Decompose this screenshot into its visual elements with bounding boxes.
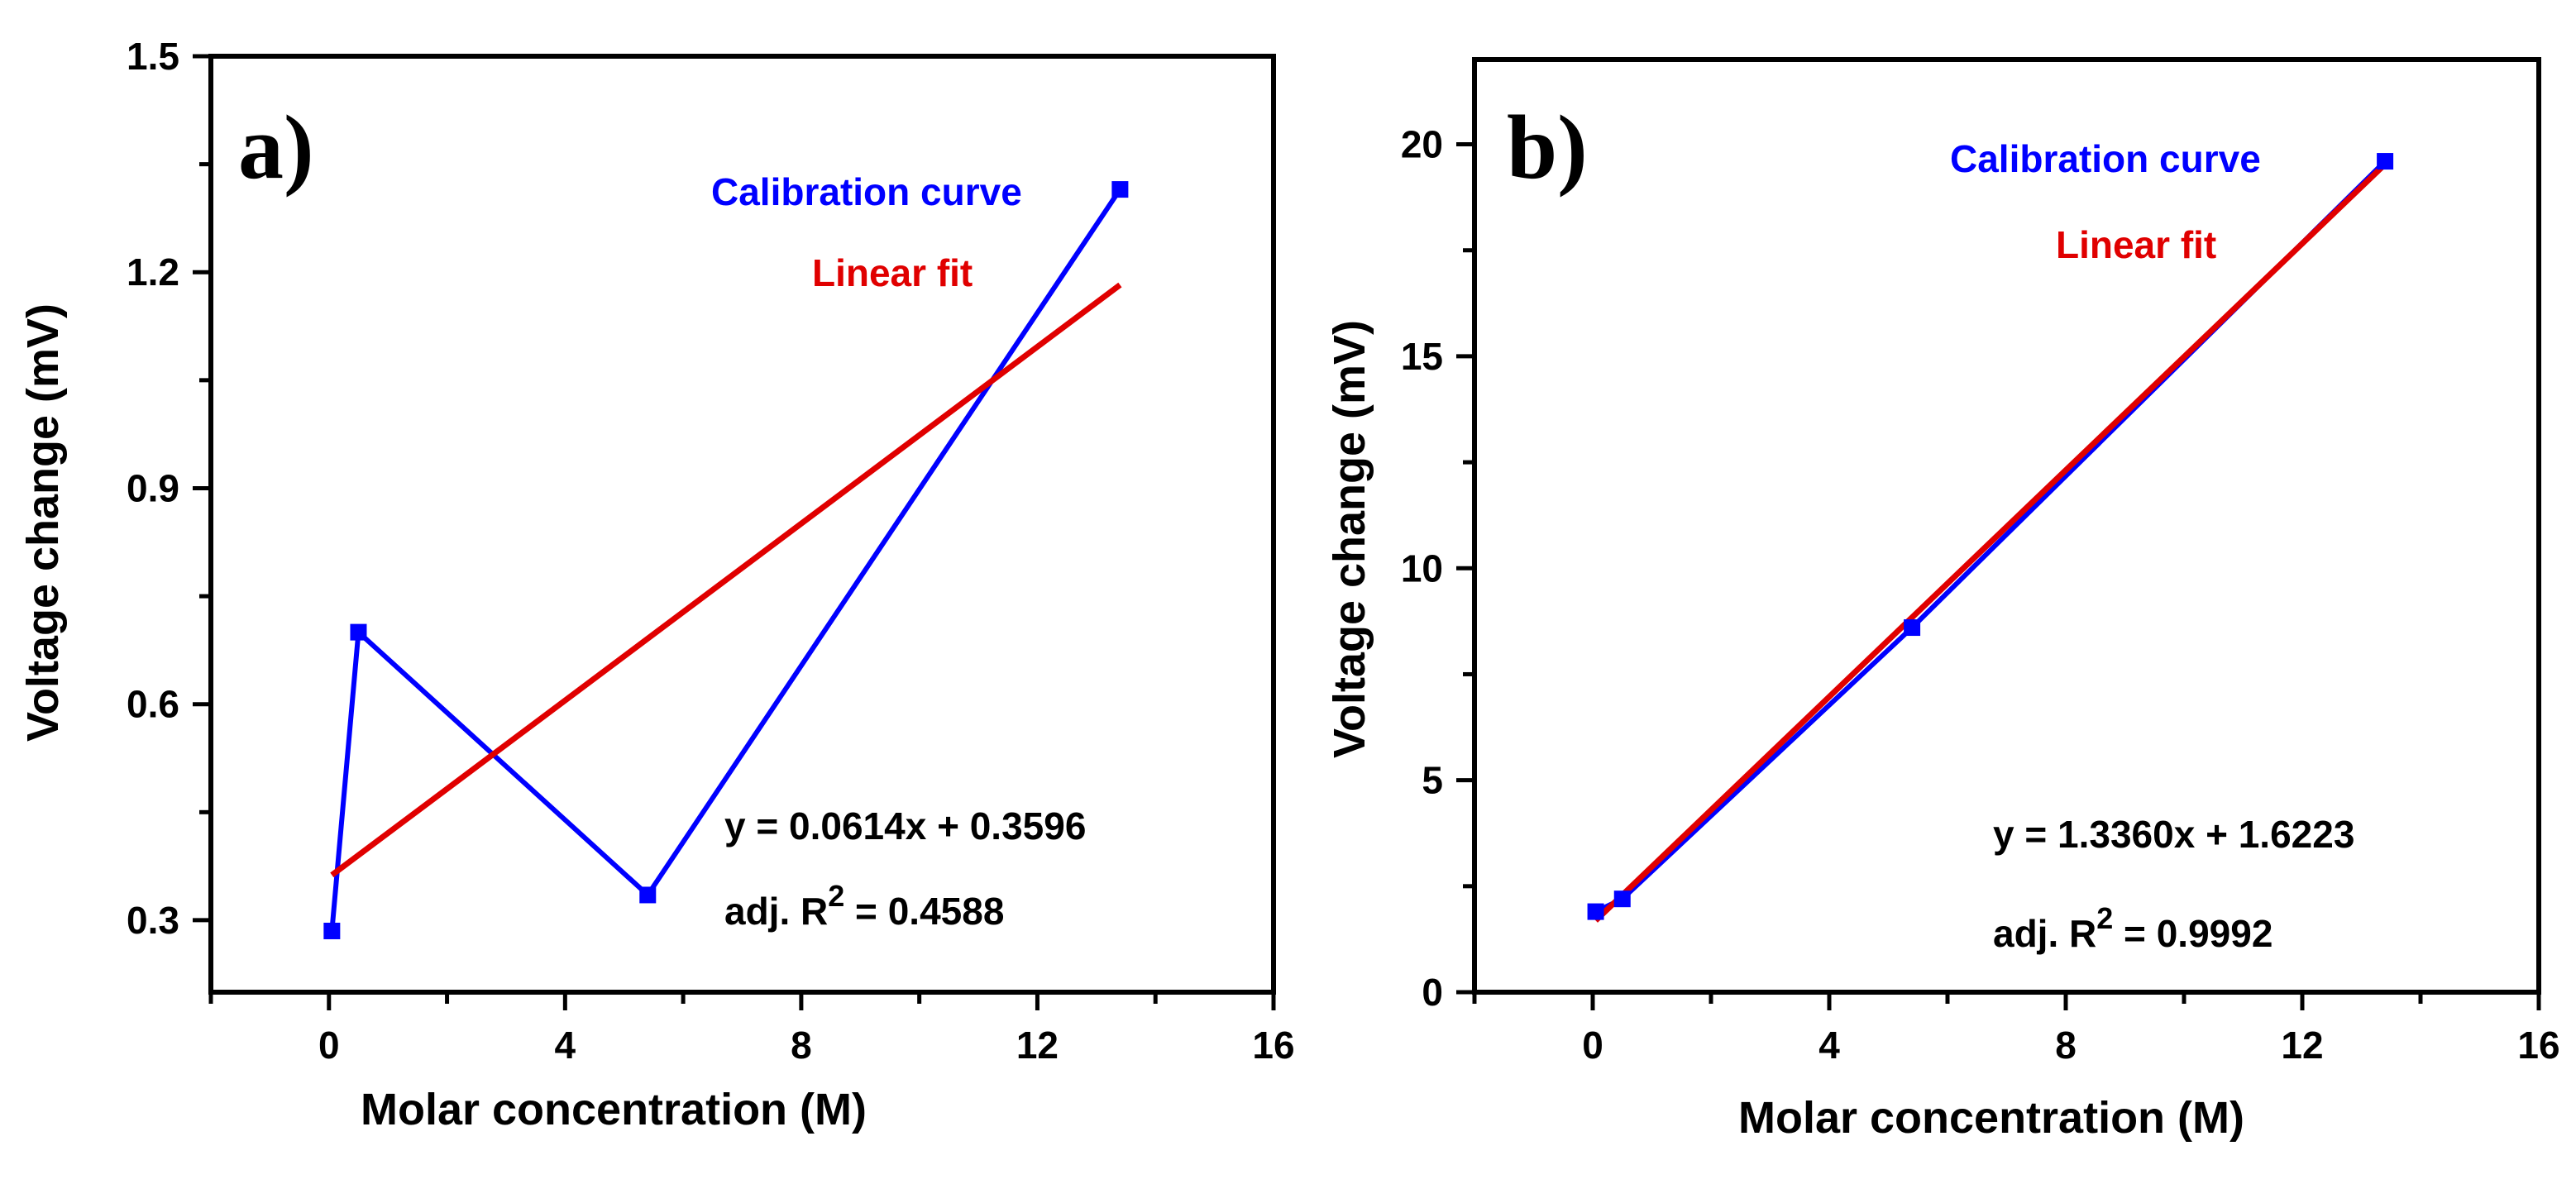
panel-b-x-tick-label: 12 <box>2281 1024 2323 1067</box>
panel-b-y-tick-label: 10 <box>1401 547 1443 590</box>
panel-a-data-point <box>323 922 341 939</box>
panel-b-y-tick-label: 0 <box>1422 971 1443 1014</box>
panel-b-legend-calibration: Calibration curve <box>1950 137 2261 180</box>
panel-b-r2-value: = 0.9992 <box>2113 912 2273 955</box>
panel-b-y-tick-label: 5 <box>1422 759 1443 802</box>
panel-a-x-tick-label: 16 <box>1252 1024 1294 1067</box>
panel-a-x-tick-label: 8 <box>791 1024 812 1067</box>
panel-a-y-tick-label: 0.3 <box>127 899 179 942</box>
panel-a-x-tick-label: 0 <box>318 1024 340 1067</box>
panel-b-label: b) <box>1507 97 1588 198</box>
panel-a-ylabel: Voltage change (mV) <box>18 303 68 742</box>
panel-b-data-point <box>1613 890 1631 908</box>
panel-a-y-tick-label: 0.6 <box>127 683 179 726</box>
panel-b-y-tick-label: 20 <box>1401 123 1443 166</box>
panel-b-x-tick-label: 8 <box>2055 1024 2077 1067</box>
panel-a-legend-calibration: Calibration curve <box>711 170 1022 213</box>
panel-a-plot-frame <box>208 54 1276 995</box>
panel-b-equation: y = 1.3360x + 1.6223 <box>1993 813 2354 856</box>
panel-a-legend-linear-fit: Linear fit <box>812 251 973 294</box>
panel-b-x-tick-label: 16 <box>2517 1024 2559 1067</box>
panel-b-series-linear-fit <box>1594 162 2387 923</box>
panel-b-plot-frame <box>1472 57 2541 995</box>
panel-a-r2-prefix: adj. R <box>724 890 828 933</box>
panel-a-r2: adj. R2 = 0.4588 <box>724 879 1004 933</box>
panel-a-y-tick-label: 0.9 <box>127 466 179 509</box>
panel-a-x-tick-label: 4 <box>555 1024 576 1067</box>
panel-b-x-tick-label: 0 <box>1582 1024 1603 1067</box>
panel-b-r2: adj. R2 = 0.9992 <box>1993 901 2273 955</box>
panel-a-data-point <box>1111 181 1129 198</box>
panel-a-data-point <box>350 623 367 641</box>
panel-a-label: a) <box>238 97 314 198</box>
panel-b-ylabel: Voltage change (mV) <box>1325 320 1374 758</box>
panel-b: 0 4 8 12 16 0 5 10 15 20 b) Calibration curve Lin… <box>1325 57 2560 1143</box>
panel-a-r2-sup: 2 <box>828 879 844 913</box>
panel-b-r2-prefix: adj. R <box>1993 912 2096 955</box>
panel-b-legend-linear-fit: Linear fit <box>2056 223 2216 266</box>
panel-a-y-tick-label: 1.2 <box>127 251 179 294</box>
panel-a-data-point <box>639 886 657 904</box>
panel-b-y-tick-label: 15 <box>1401 335 1443 378</box>
panel-b-r2-sup: 2 <box>2096 901 2113 935</box>
panel-a-r2-value: = 0.4588 <box>844 890 1004 933</box>
panel-a-series-linear-fit <box>330 282 1122 878</box>
panel-b-data-point <box>1587 903 1604 920</box>
panel-b-xlabel: Molar concentration (M) <box>1738 1093 2244 1143</box>
panel-b-data-point <box>1904 619 1921 637</box>
panel-b-x-tick-label: 4 <box>1818 1024 1840 1067</box>
panel-a-x-tick-label: 12 <box>1016 1024 1059 1067</box>
panel-a-equation: y = 0.0614x + 0.3596 <box>724 804 1086 847</box>
panel-a: 0 4 8 12 16 0.3 0.6 0.9 1.2 1.5 a) Calibration cu… <box>18 35 1295 1134</box>
panel-a-xlabel: Molar concentration (M) <box>361 1085 867 1134</box>
panel-a-y-tick-label: 1.5 <box>127 35 179 78</box>
panel-a-series-calibration-curve <box>329 188 1122 932</box>
panel-b-data-point <box>2377 153 2394 170</box>
